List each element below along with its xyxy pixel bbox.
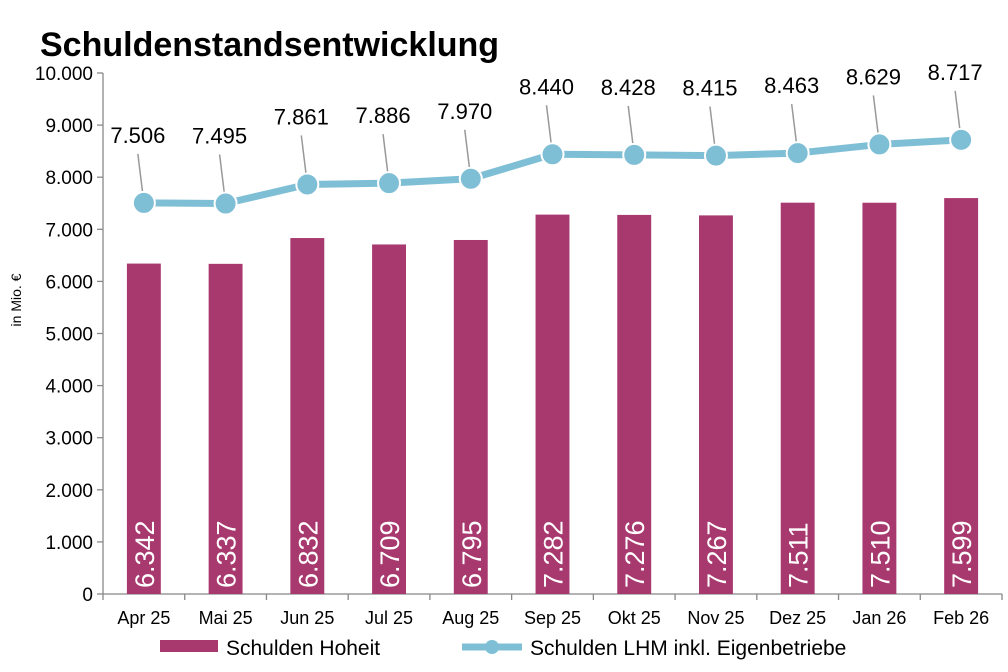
line-point [540,142,565,167]
y-axis-label: in Mio. € [8,273,24,326]
line-value-label: 7.506 [110,123,165,148]
line-value-label: 7.861 [274,104,329,129]
bar [208,263,243,594]
bar [698,215,733,595]
legend-swatch-bars [160,640,218,652]
x-tick-label: Mai 25 [199,608,253,628]
y-tick-label: 1.000 [45,533,93,554]
bar-value-label: 6.342 [130,520,160,588]
legend-label-bars: Schulden Hoheit [226,637,380,660]
bar [126,263,161,594]
x-tick-label: Jun 25 [280,608,334,628]
bar-value-label: 7.282 [539,520,569,588]
x-tick-label: Nov 25 [687,608,744,628]
line-value-label: 7.886 [356,103,411,128]
bar-value-label: 7.276 [620,520,650,588]
line-value-label: 8.415 [682,76,737,101]
x-tick-label: Jan 26 [852,608,906,628]
y-tick-label: 0 [82,585,93,606]
y-tick-label: 9.000 [45,116,93,137]
y-tick-label: 6.000 [45,272,93,293]
legend-label-line: Schulden LHM inkl. Eigenbetriebe [530,637,846,660]
line-point [785,141,810,166]
bar-value-label: 7.511 [784,522,814,588]
y-tick-label: 7.000 [45,220,93,241]
bar [453,239,488,594]
line-point [622,142,647,167]
bar-value-label: 7.510 [865,520,895,588]
x-tick-label: Okt 25 [608,608,661,628]
x-tick-label: Sep 25 [524,608,581,628]
bar [372,244,407,594]
bar [290,238,325,594]
bar-value-label: 6.337 [212,520,242,588]
bar-value-label: 6.832 [293,520,323,588]
line-value-label: 7.970 [437,99,492,124]
bar [944,198,979,594]
line-point [131,190,156,215]
line-series: 7.506 7.495 7.861 7.886 7.970 8.440 8.428 8.415… [110,60,983,216]
x-tick-label: Aug 25 [442,608,499,628]
line-point [458,166,483,191]
bar-value-label: 6.709 [375,520,405,588]
x-tick-label: Jul 25 [365,608,413,628]
x-tick-label: Feb 26 [933,608,989,628]
bar-value-label: 7.599 [947,520,977,588]
line-point [213,191,238,216]
y-tick-label: 8.000 [45,168,93,189]
y-tick-label: 4.000 [45,377,93,398]
line-point [295,172,320,197]
line-point [377,171,402,196]
line-value-label: 8.629 [846,64,901,89]
line-value-label: 7.495 [192,124,247,149]
line-value-label: 8.717 [928,60,983,85]
bar-value-label: 7.267 [702,520,732,588]
bar [862,202,897,594]
bar-value-label: 6.795 [457,520,487,588]
y-tick-label: 5.000 [45,325,93,346]
y-tick-label: 2.000 [45,481,93,502]
line-value-label: 8.440 [519,74,574,99]
bar [617,214,652,594]
axes: 0 1.000 2.000 3.000 4.000 5.000 6.000 7.000 8.00… [35,64,1003,628]
legend: Schulden Hoheit Schulden LHM inkl. Eigen… [160,637,846,660]
chart-title: Schuldenstandsentwicklung [40,26,499,64]
bar [780,202,815,595]
line-value-label: 8.463 [764,73,819,98]
x-tick-label: Apr 25 [117,608,170,628]
line-value-label: 8.428 [601,75,656,100]
legend-swatch-marker [485,640,499,654]
y-tick-label: 10.000 [35,64,93,85]
bar [535,214,570,595]
line-point [867,132,892,157]
line-point [949,127,974,152]
x-tick-label: Dez 25 [769,608,826,628]
y-tick-label: 3.000 [45,429,93,450]
bar-series: 6.342 6.337 6.832 6.709 6.795 7.282 7.276 7.267… [126,198,979,595]
line-point [703,143,728,168]
